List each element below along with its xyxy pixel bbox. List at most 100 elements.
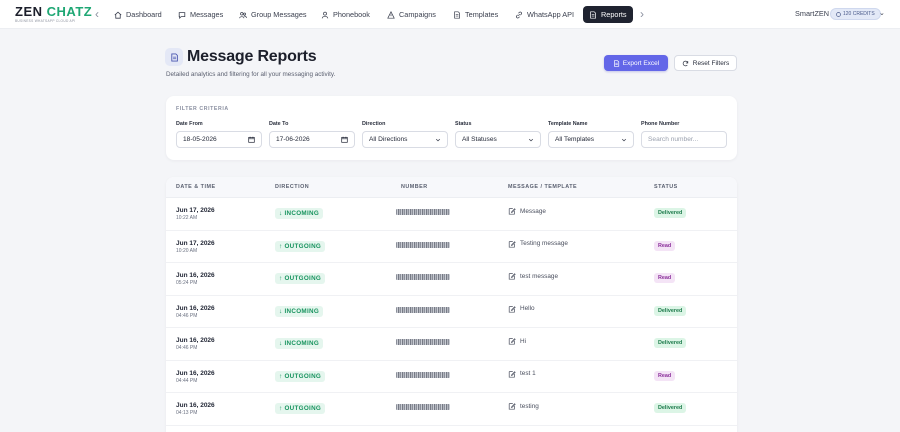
filter-panel: FILTER CRITERIA Date From 18-05-2026 Dat… bbox=[166, 96, 737, 160]
row-datetime: Jun 17, 2026 10:22 AM bbox=[176, 207, 215, 221]
credits-badge[interactable]: 120 CREDITS bbox=[830, 8, 881, 20]
row-date: Jun 17, 2026 bbox=[176, 207, 215, 214]
redacted-phone-number bbox=[396, 274, 450, 280]
status-badge: Delivered bbox=[654, 306, 686, 316]
edit-note-icon bbox=[508, 207, 516, 215]
row-datetime: Jun 16, 2026 04:46 PM bbox=[176, 337, 215, 351]
nav-label: Templates bbox=[465, 10, 498, 19]
template-value: All Templates bbox=[555, 136, 594, 143]
direction-arrow-icon: ↓ bbox=[279, 340, 282, 347]
status-badge: Delivered bbox=[654, 338, 686, 348]
table-row[interactable]: Jun 17, 2026 10:20 AM ↑ OUTGOING Testing mes… bbox=[166, 231, 737, 264]
nav-item-dashboard[interactable]: Dashboard bbox=[108, 6, 168, 23]
row-time: 04:46 PM bbox=[176, 313, 215, 319]
account-name[interactable]: SmartZEN bbox=[795, 9, 829, 18]
table-header: DATE & TIME DIRECTION NUMBER MESSAGE / T… bbox=[166, 177, 737, 198]
filter-label: Date To bbox=[269, 121, 355, 127]
nav-label: Phonebook bbox=[333, 10, 370, 19]
nav-item-messages[interactable]: Messages bbox=[172, 6, 229, 23]
edit-note-icon bbox=[508, 337, 516, 345]
logo-text-accent: CHATZ bbox=[47, 4, 93, 19]
reset-filters-button[interactable]: Reset Filters bbox=[674, 55, 737, 71]
nav-label: Reports bbox=[601, 10, 627, 19]
table-row[interactable]: Jun 16, 2026 04:46 PM ↓ INCOMING Hi Delivered bbox=[166, 328, 737, 361]
table-row[interactable]: Jun 16, 2026 05:24 PM ↑ OUTGOING test messag… bbox=[166, 263, 737, 296]
date-to-value: 17-06-2026 bbox=[276, 136, 310, 143]
filter-phone-number: Phone Number bbox=[641, 121, 727, 148]
export-excel-button[interactable]: Export Excel bbox=[604, 55, 668, 71]
credits-label: 120 CREDITS bbox=[843, 11, 875, 17]
row-datetime: Jun 16, 2026 05:24 PM bbox=[176, 272, 215, 286]
row-date: Jun 16, 2026 bbox=[176, 305, 215, 312]
nav-item-whatsapp-api[interactable]: WhatsApp API bbox=[509, 6, 580, 23]
filter-section-title: FILTER CRITERIA bbox=[176, 106, 229, 112]
nav-scroll-right-icon[interactable]: › bbox=[637, 7, 647, 21]
date-from-input[interactable]: 18-05-2026 bbox=[176, 131, 262, 148]
phone-search-input[interactable] bbox=[641, 131, 727, 148]
table-row[interactable]: Jun 17, 2026 10:22 AM ↓ INCOMING Message Deli… bbox=[166, 198, 737, 231]
redacted-phone-number bbox=[396, 209, 450, 215]
nav-scroll-left-icon[interactable]: ‹ bbox=[92, 7, 102, 21]
brand-logo[interactable]: ZEN CHATZ BUSINESS WHATSAPP CLOUD API bbox=[15, 5, 87, 25]
filter-label: Direction bbox=[362, 121, 448, 127]
row-date: Jun 16, 2026 bbox=[176, 272, 215, 279]
filter-label: Status bbox=[455, 121, 541, 127]
nav-item-phonebook[interactable]: Phonebook bbox=[315, 6, 376, 23]
calendar-icon[interactable] bbox=[341, 136, 348, 143]
direction-badge: ↓ INCOMING bbox=[275, 306, 323, 317]
table-row[interactable]: Jun 16, 2026 04:44 PM ↑ OUTGOING test 1 Read bbox=[166, 361, 737, 394]
redacted-phone-number bbox=[396, 372, 450, 378]
status-badge: Read bbox=[654, 371, 675, 381]
table-row[interactable]: Jun 16, 2026 04:13 PM ↑ OUTGOING testing Deli… bbox=[166, 393, 737, 426]
chevron-down-icon[interactable]: ⌄ bbox=[879, 9, 885, 17]
row-date: Jun 16, 2026 bbox=[176, 337, 215, 344]
row-time: 10:22 AM bbox=[176, 215, 215, 221]
edit-note-icon bbox=[508, 272, 516, 280]
status-badge: Read bbox=[654, 273, 675, 283]
edit-note-icon bbox=[508, 402, 516, 410]
direction-arrow-icon: ↑ bbox=[279, 275, 282, 282]
row-date: Jun 17, 2026 bbox=[176, 240, 215, 247]
direction-arrow-icon: ↓ bbox=[279, 308, 282, 315]
template-select[interactable]: All Templates bbox=[548, 131, 634, 148]
status-badge: Read bbox=[654, 241, 675, 251]
column-header-number: NUMBER bbox=[401, 184, 428, 190]
row-time: 04:44 PM bbox=[176, 378, 215, 384]
direction-arrow-icon: ↑ bbox=[279, 373, 282, 380]
status-select[interactable]: All Statuses bbox=[455, 131, 541, 148]
nav-item-reports[interactable]: Reports bbox=[583, 6, 633, 23]
column-header-message: MESSAGE / TEMPLATE bbox=[508, 184, 577, 190]
document-icon bbox=[613, 60, 620, 67]
edit-note-icon bbox=[508, 370, 516, 378]
message-text: testing bbox=[520, 403, 539, 410]
direction-badge: ↑ OUTGOING bbox=[275, 241, 325, 252]
table-row[interactable]: Jun 16, 2026 04:46 PM ↓ INCOMING Hello Delive… bbox=[166, 296, 737, 329]
row-message: Hi bbox=[508, 337, 526, 345]
nav-label: Messages bbox=[190, 10, 223, 19]
row-message: Testing message bbox=[508, 240, 568, 248]
nav-label: WhatsApp API bbox=[527, 10, 574, 19]
date-to-input[interactable]: 17-06-2026 bbox=[269, 131, 355, 148]
row-datetime: Jun 16, 2026 04:44 PM bbox=[176, 370, 215, 384]
link-icon bbox=[515, 11, 523, 19]
chat-icon bbox=[178, 11, 186, 19]
row-time: 04:13 PM bbox=[176, 410, 215, 416]
filter-date-to: Date To 17-06-2026 bbox=[269, 121, 355, 148]
calendar-icon[interactable] bbox=[248, 136, 255, 143]
filter-date-from: Date From 18-05-2026 bbox=[176, 121, 262, 148]
direction-arrow-icon: ↑ bbox=[279, 405, 282, 412]
nav-label: Dashboard bbox=[126, 10, 162, 19]
campaign-icon bbox=[387, 11, 395, 19]
filter-label: Phone Number bbox=[641, 121, 727, 127]
nav-item-templates[interactable]: Templates bbox=[447, 6, 504, 23]
filter-template-name: Template Name All Templates bbox=[548, 121, 634, 148]
row-datetime: Jun 16, 2026 04:13 PM bbox=[176, 402, 215, 416]
page-title: Message Reports bbox=[187, 48, 317, 66]
direction-select[interactable]: All Directions bbox=[362, 131, 448, 148]
nav-item-campaigns[interactable]: Campaigns bbox=[381, 6, 442, 23]
nav-item-group-messages[interactable]: Group Messages bbox=[233, 6, 313, 23]
column-header-date: DATE & TIME bbox=[176, 184, 216, 190]
direction-label: OUTGOING bbox=[284, 243, 321, 250]
nav-label: Group Messages bbox=[251, 10, 307, 19]
redacted-phone-number bbox=[396, 404, 450, 410]
